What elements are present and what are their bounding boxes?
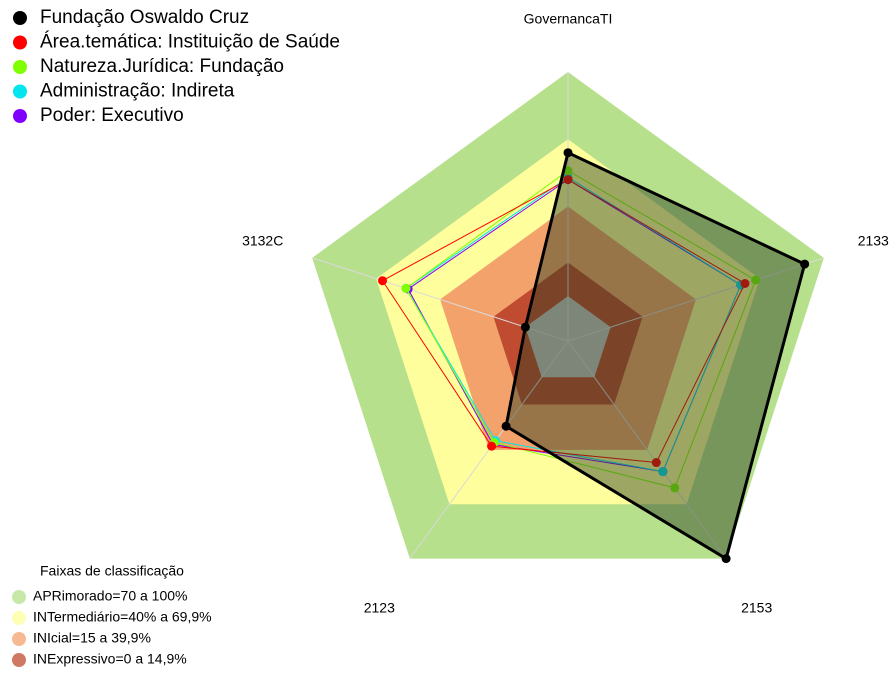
series-point <box>378 276 388 286</box>
series-polygon <box>405 170 757 489</box>
legend-marker <box>13 35 27 50</box>
axis-label: GovernancaTI <box>524 11 613 27</box>
series-point <box>520 322 530 332</box>
series-point <box>670 483 680 493</box>
band-legend-label: INTermediário=40% a 69,9% <box>33 609 212 625</box>
series-polygon <box>381 179 746 464</box>
band-legend-label: INIcial=15 a 39,9% <box>33 630 151 646</box>
spoke <box>567 257 824 342</box>
band-legend-marker <box>12 632 26 646</box>
legend-label: Natureza.Jurídica: Fundação <box>40 56 284 77</box>
axis-label: 2153 <box>741 599 772 615</box>
series-point <box>740 279 750 289</box>
axis-label: 3132C <box>242 233 283 249</box>
band-legend-title: Faixas de classificação <box>40 563 184 579</box>
legend-label: Poder: Executivo <box>40 105 184 126</box>
band-legend-label: APRimorado=70 a 100% <box>33 588 188 604</box>
series-point <box>487 441 497 451</box>
legend-label: Fundação Oswaldo Cruz <box>40 7 249 28</box>
legend-label: Administração: Indireta <box>40 81 235 102</box>
legend-marker <box>13 11 27 25</box>
series-point <box>651 458 661 468</box>
series-point <box>658 467 668 477</box>
series-point <box>563 175 573 185</box>
legend-marker <box>13 60 27 74</box>
series-point <box>401 283 411 293</box>
axis-label: 2133 <box>858 233 889 249</box>
band-legend-marker <box>12 590 26 604</box>
axis-label: 2123 <box>364 599 395 615</box>
series-point <box>751 275 761 285</box>
series-point <box>721 554 731 564</box>
legend-marker <box>13 84 27 99</box>
band-legend-marker <box>12 611 26 625</box>
series-point <box>800 259 810 269</box>
series-polygon <box>405 176 742 473</box>
series-point <box>501 421 511 431</box>
spoke <box>567 340 727 559</box>
series-polygon <box>504 150 807 561</box>
series-point <box>563 166 573 176</box>
band-legend-marker <box>12 653 26 667</box>
series-point <box>563 148 573 158</box>
band-legend-label: INExpressivo=0 a 14,9% <box>33 651 187 667</box>
legend-label: Área.temática: Instituição de Saúde <box>40 32 340 53</box>
legend-marker <box>13 109 27 123</box>
